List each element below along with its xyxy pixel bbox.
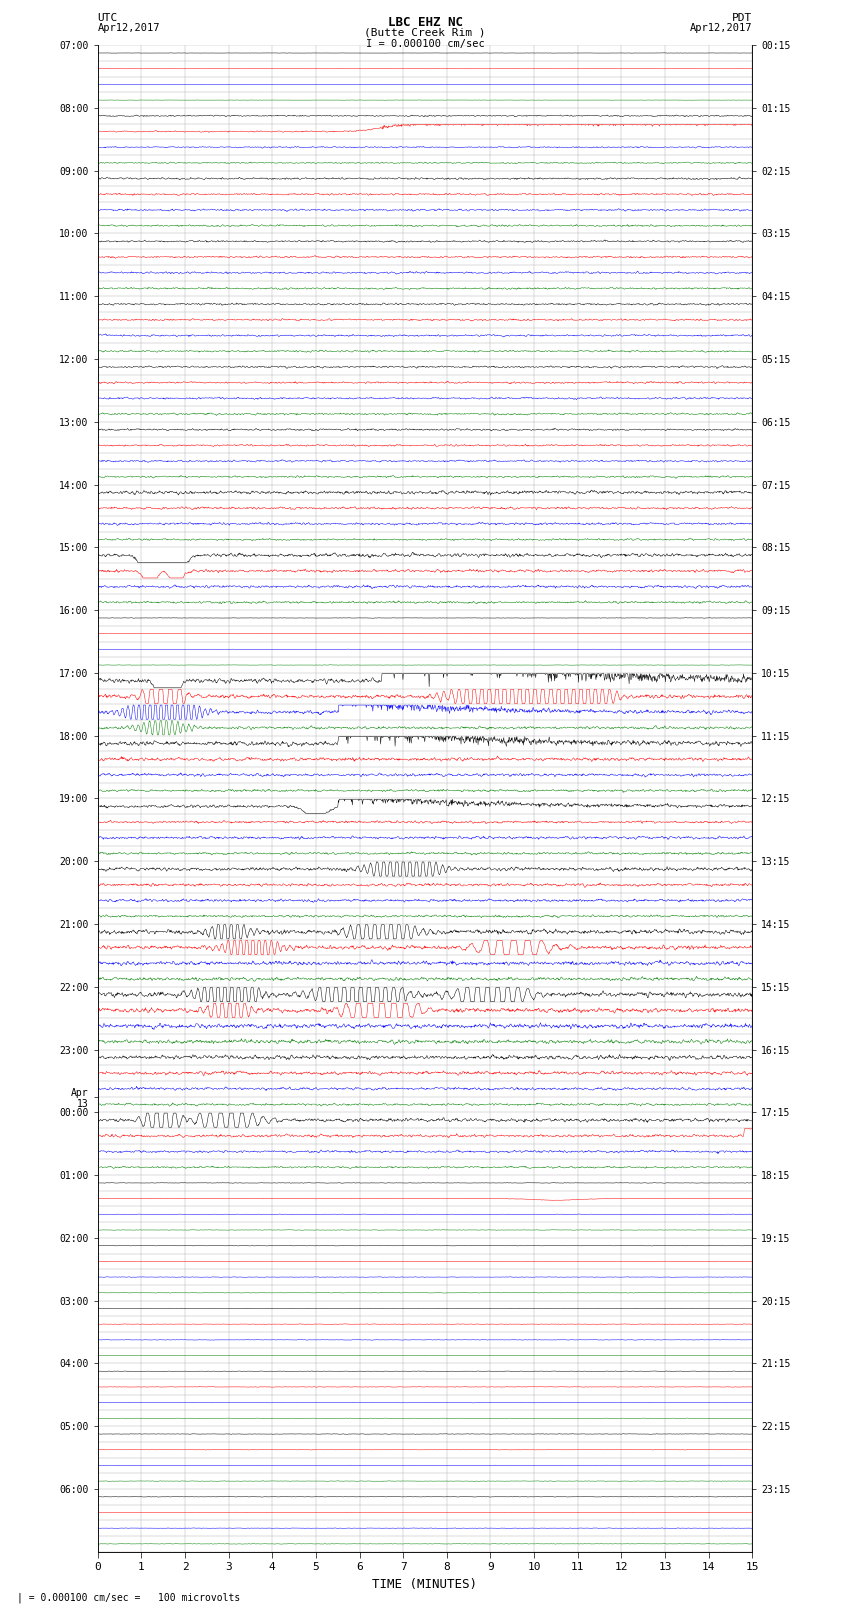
Text: Apr12,2017: Apr12,2017 — [98, 23, 161, 32]
Text: I = 0.000100 cm/sec: I = 0.000100 cm/sec — [366, 39, 484, 48]
Text: Apr12,2017: Apr12,2017 — [689, 23, 752, 32]
Text: | = 0.000100 cm/sec =   100 microvolts: | = 0.000100 cm/sec = 100 microvolts — [17, 1592, 241, 1603]
Text: UTC: UTC — [98, 13, 118, 23]
Text: PDT: PDT — [732, 13, 752, 23]
Text: (Butte Creek Rim ): (Butte Creek Rim ) — [365, 27, 485, 37]
X-axis label: TIME (MINUTES): TIME (MINUTES) — [372, 1578, 478, 1590]
Text: LBC EHZ NC: LBC EHZ NC — [388, 16, 462, 29]
